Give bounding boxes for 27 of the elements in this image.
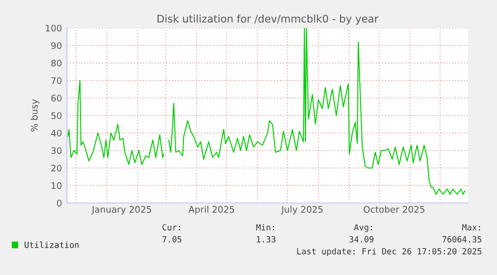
y-axis-title: % busy bbox=[30, 99, 40, 132]
text: Max: bbox=[462, 224, 480, 230]
x-tick-label: April 2025 bbox=[188, 206, 234, 215]
x-tick-label: January 2025 bbox=[91, 206, 152, 215]
y-tick-label: 40 bbox=[51, 130, 62, 137]
text: 34.09 bbox=[349, 236, 374, 242]
text: Min: bbox=[256, 224, 274, 230]
y-tick-label: 100 bbox=[46, 24, 62, 32]
text: 76064.35 bbox=[442, 236, 482, 242]
text: Last update: Fri Dec 26 17:05:20 2025 bbox=[297, 248, 482, 256]
y-tick-label: 70 bbox=[51, 77, 62, 84]
x-tick-label: October 2025 bbox=[364, 206, 424, 213]
y-tick-label: 10 bbox=[52, 182, 62, 190]
chart-title: Disk utilization for /dev/mmcblk0 - by year bbox=[158, 14, 378, 25]
text: 1.33 bbox=[256, 236, 276, 242]
text: Avg: bbox=[354, 224, 372, 232]
y-tick-label: 20 bbox=[51, 164, 62, 172]
y-tick-label: 30 bbox=[51, 147, 62, 154]
x-tick-label: July 2025 bbox=[280, 206, 323, 215]
y-tick-label: 60 bbox=[51, 94, 62, 102]
y-tick-label: 90 bbox=[51, 42, 62, 50]
y-tick-label: 80 bbox=[51, 60, 62, 67]
y-tick-label: 50 bbox=[51, 112, 62, 120]
legend-label: Utilization bbox=[24, 242, 79, 248]
y-tick-label: 0 bbox=[56, 200, 62, 207]
text: Cur: bbox=[162, 224, 180, 230]
text: 7.05 bbox=[162, 236, 182, 242]
